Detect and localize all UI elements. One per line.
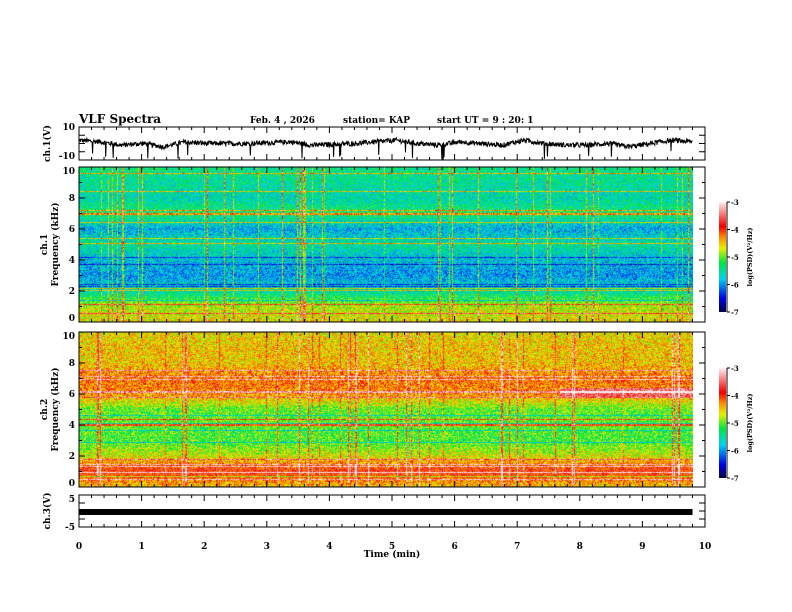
- date-label: Feb. 4 , 2026: [250, 116, 315, 126]
- y-tick-label: 8: [69, 359, 75, 369]
- y-tick-label: 6: [69, 390, 75, 400]
- y-tick-label: 6: [69, 225, 75, 235]
- colorbar-tick-label: -6: [731, 281, 739, 290]
- x-tick-label: 5: [389, 542, 395, 552]
- x-tick-label: 6: [451, 542, 457, 552]
- colorbar-tick-label: -4: [731, 392, 739, 401]
- x-tick-label: 3: [264, 542, 270, 552]
- y-tick-label: 4: [69, 421, 75, 431]
- x-tick-label: 10: [699, 542, 712, 552]
- y-tick-label: 10: [62, 123, 75, 133]
- figure-title: VLF Spectra: [78, 112, 161, 126]
- start-time-label: start UT = 9 : 20: 1: [437, 116, 534, 126]
- colorbar-tick-label: -3: [731, 198, 739, 207]
- station-label: station= KAP: [343, 116, 410, 126]
- ch1-spectrogram-image: [79, 167, 693, 322]
- y-tick-label: 0: [69, 479, 75, 489]
- x-tick-label: 1: [138, 542, 144, 552]
- y-tick-label: 4: [69, 256, 75, 266]
- ch2-spectrogram-image: [79, 332, 693, 487]
- y-axis-label: ch.1: [40, 234, 50, 255]
- colorbar-tick-label: -5: [731, 253, 739, 262]
- ch2-colorbar: [719, 368, 726, 478]
- colorbar-label: log(PSD)(V²/Hz): [746, 394, 754, 453]
- colorbar-label: log(PSD)(V²/Hz): [746, 228, 754, 287]
- colorbar-tick-label: -7: [731, 474, 739, 483]
- x-tick-label: 8: [577, 542, 583, 552]
- y-tick-label: -10: [59, 152, 75, 162]
- y-tick-label: 10: [62, 332, 75, 342]
- y-axis-label: ch.3(V): [42, 493, 53, 530]
- x-tick-label: 4: [326, 542, 332, 552]
- y-axis-label: Frequency (kHz): [50, 367, 61, 451]
- y-axis-label: Frequency (kHz): [50, 202, 61, 286]
- colorbar-tick-label: -6: [731, 447, 739, 456]
- x-tick-label: 7: [514, 542, 520, 552]
- y-tick-label: 0: [69, 314, 75, 324]
- colorbar-tick-label: -5: [731, 419, 739, 428]
- y-axis-label: ch.2: [40, 399, 50, 420]
- y-tick-label: 2: [69, 287, 75, 297]
- ch1-waveform-trace: [78, 136, 693, 160]
- panel-frame: [78, 166, 706, 323]
- y-tick-label: 10: [62, 167, 75, 177]
- ch1-colorbar: [719, 202, 726, 312]
- y-tick-label: -5: [65, 523, 75, 533]
- x-axis-label: Time (min): [364, 549, 421, 560]
- y-tick-label: 5: [69, 495, 75, 505]
- x-tick-label: 9: [639, 542, 645, 552]
- x-tick-label: 0: [76, 542, 82, 552]
- colorbar-tick-label: -4: [731, 226, 739, 235]
- y-tick-label: 2: [69, 452, 75, 462]
- colorbar-tick-label: -7: [731, 308, 739, 317]
- y-axis-label: ch.1(V): [42, 125, 53, 162]
- y-tick-label: 8: [69, 194, 75, 204]
- x-tick-label: 2: [201, 542, 207, 552]
- colorbar-tick-label: -3: [731, 364, 739, 373]
- panel-frame: [78, 331, 706, 488]
